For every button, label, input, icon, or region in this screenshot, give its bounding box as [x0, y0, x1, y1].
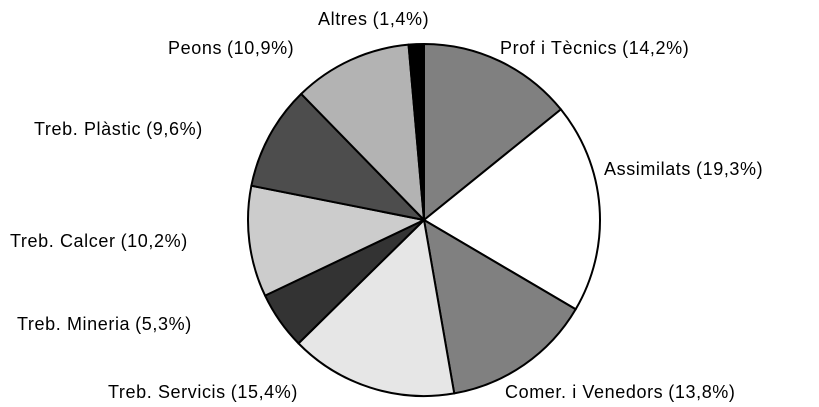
pie-slice: [423, 219, 577, 395]
slice-label: Treb. Plàstic (9,6%): [34, 119, 203, 139]
slice-label: Comer. i Venedors (13,8%): [505, 382, 736, 402]
pie-slice: [423, 43, 562, 221]
category-name: Comer. i Venedors: [505, 382, 663, 402]
pie-slice: [423, 108, 601, 311]
slice-label: Treb. Servicis (15,4%): [108, 382, 298, 402]
pie-slice: [247, 184, 425, 297]
slice-label: Altres (1,4%): [318, 9, 429, 29]
value-label: (9,6%): [146, 119, 203, 139]
value-label: (13,8%): [668, 382, 735, 402]
slice-label: Treb. Mineria (5,3%): [17, 314, 192, 334]
value-label: (10,2%): [121, 231, 188, 251]
category-name: Treb. Mineria: [17, 314, 131, 334]
value-label: (19,3%): [696, 159, 763, 179]
slice-label: Assimilats (19,3%): [604, 159, 763, 179]
value-label: (5,3%): [135, 314, 192, 334]
category-name: Treb. Plàstic: [34, 119, 141, 139]
category-name: Treb. Servicis: [108, 382, 226, 402]
pie-slice: [407, 43, 425, 221]
value-label: (14,2%): [622, 38, 689, 58]
category-name: Treb. Calcer: [10, 231, 116, 251]
category-name: Peons: [168, 38, 222, 58]
slice-label: Prof i Tècnics (14,2%): [500, 38, 689, 58]
pie-slice: [297, 219, 456, 397]
slice-label: Peons (10,9%): [168, 38, 294, 58]
category-name: Assimilats: [604, 159, 691, 179]
pie-slice: [300, 43, 425, 221]
category-name: Altres: [318, 9, 368, 29]
pie-slice: [250, 92, 425, 221]
slice-label: Treb. Calcer (10,2%): [10, 231, 188, 251]
value-label: (10,9%): [227, 38, 294, 58]
category-name: Prof i Tècnics: [500, 38, 617, 58]
value-label: (15,4%): [231, 382, 298, 402]
value-label: (1,4%): [373, 9, 430, 29]
